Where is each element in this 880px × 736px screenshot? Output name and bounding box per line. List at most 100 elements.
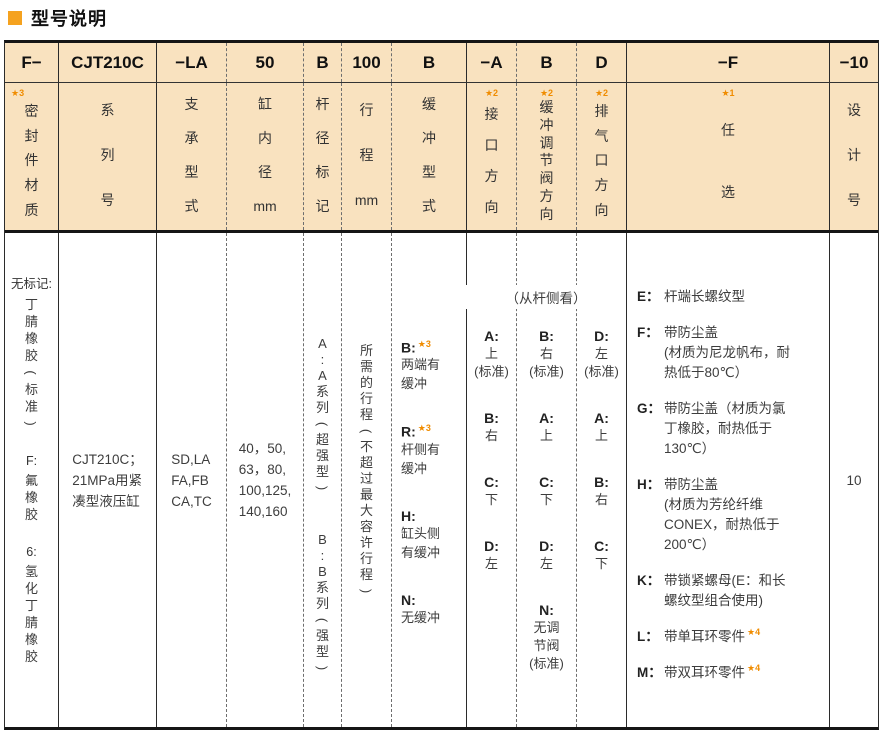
body-cushion-valve-direction: B: 右 (标准) A: 上 C: 下 D: 左 N: 无调 节阀 (标准) [516,233,576,727]
body-stroke: 所需的行程(不超过最大容许行程) [341,233,391,727]
body-seal-material: 无标记: 丁腈橡胶(标准) F: 氟橡胶 6: 氢化丁腈橡胶 [5,233,58,727]
dir-option: D: 左 [484,537,499,573]
option-key: 无标记: [11,277,52,291]
dir-option: A: 上 [594,409,609,445]
label-series-number: 系列号 [58,83,156,230]
code-seal-material: F− [21,52,42,72]
option-key: B: [539,328,554,344]
option-text: 氟橡胶 [24,473,38,522]
view-from-rod-side-note: （从杆侧看） [466,285,626,309]
label-option: ★1 任选 [626,83,829,230]
option-key: F： [637,325,659,340]
body-bore-sizes: 40，50, 63，80, 100,125, 140,160 [226,233,303,727]
series-description: CJT210C； 21MPa用紧 凑型液压缸 [72,451,143,509]
label-mounting-type: 支承型式 [156,83,226,230]
star3-mark: ★3 [417,339,431,349]
label-port-direction-text: 接口方向 [484,106,499,215]
option-text: 右 [594,492,608,507]
model-code-row: F− CJT210C −LA 50 B 100 B −A B D −F −10 [5,43,878,83]
stroke-note: 所需的行程(不超过最大容许行程) [359,343,375,594]
option-text: 左 (标准) [584,346,619,379]
dir-option: C: 下 [484,473,499,509]
dir-option: C: 下 [539,473,554,509]
option-text: 上 [539,428,553,443]
body-series-number: CJT210C； 21MPa用紧 凑型液压缸 [58,233,156,727]
code-option: −F [626,43,829,82]
option-key: E： [637,289,660,304]
label-stroke: 行程 mm [341,83,391,230]
option-key: D: [484,538,499,554]
code-exhaust-direction: D [576,43,626,82]
option-l: L： 带单耳环零件 ★4 [637,627,825,647]
star3-mark: ★3 [11,88,25,98]
label-cushion-type-text: 缓冲型式 [422,96,436,214]
code-bore: 50 [226,43,303,82]
option-key: H: [401,507,416,524]
rod-mark-b-series: B: B 系列(强型) [315,532,331,671]
option-key: C: [539,474,554,490]
section-title-text: 型号说明 [31,9,107,29]
star4-mark: ★4 [747,663,761,673]
body-cushion-type: B: ★3 两端有 缓冲 R: ★3 杆侧有 缓冲 H: 缸头侧 有缓冲 N: 无缓冲 [391,233,466,727]
field-label-row: ★3 密封件材质 系列号 支承型式 缸内径 mm 杆径标记 行程 mm 缓冲型式 [5,83,878,233]
label-bore-text: 缸内径 mm [253,96,277,214]
option-text: 氢化丁腈橡胶 [24,564,38,664]
code-series-number: CJT210C [58,43,156,82]
option-key: C: [484,474,499,490]
code-cushion-valve-dir: B [516,43,576,82]
dir-option: B: 右 [484,409,499,445]
body-port-direction: A: 上 (标准) B: 右 C: 下 D: 左 [466,233,516,727]
option-text: 两端有 缓冲 [401,357,441,392]
body-options: E： 杆端长螺纹型 F： 带防尘盖 (材质为尼龙帆布，耐 热低于80℃） G： 带防… [626,233,829,727]
option-f: F： 带防尘盖 (材质为尼龙帆布，耐 热低于80℃） [637,323,825,383]
star3-mark: ★3 [417,423,431,434]
option-g: G： 带防尘盖（材质为氯 丁橡胶，耐热低于 130℃） [637,399,825,459]
table-body: 无标记: 丁腈橡胶(标准) F: 氟橡胶 6: 氢化丁腈橡胶 CJT210C； 2… [5,233,878,727]
seal-option-standard: 无标记: 丁腈橡胶(标准) [11,273,52,432]
option-key: A: [539,410,554,426]
label-mounting-type-text: 支承型式 [184,96,199,214]
label-exhaust-direction-text: 排气口方向 [594,102,609,219]
option-key: A: [594,410,609,426]
option-text: 杆端长螺纹型 [664,289,745,304]
body-mounting-type: SD,LA FA,FB CA,TC [156,233,226,727]
option-text: 带单耳环零件 [664,629,745,644]
label-seal-material: ★3 密封件材质 [5,83,58,230]
option-key: D: [594,328,609,344]
option-k: K： 带锁紧螺母(E：和长 螺纹型组合使用) [637,571,825,611]
option-text: 下 [594,556,608,571]
label-rod-mark: 杆径标记 [303,83,341,230]
section-title: 型号说明 [8,5,107,31]
option-key: F: [25,454,38,468]
option-key: 6: [26,545,37,559]
option-text: 丁腈橡胶(标准) [23,297,39,426]
option-key: N: [539,602,554,618]
body-exhaust-direction: D: 左 (标准) A: 上 B: 右 C: 下 [576,233,626,727]
dir-option: A: 上 (标准) [474,327,509,381]
design-number-value: 10 [846,472,862,488]
code-design-number: −10 [829,43,878,82]
label-option-text: 任选 [721,121,735,200]
option-text: 杆侧有 缓冲 [401,441,441,476]
option-text: 上 (标准) [474,346,509,379]
option-text: 右 (标准) [529,346,564,379]
seal-option-f: F: 氟橡胶 [25,454,38,523]
option-text: 无调 节阀 (标准) [529,620,564,671]
code-stroke: 100 [341,43,391,82]
code-cushion-type: B [391,43,466,82]
bore-size-list: 40，50, 63，80, 100,125, 140,160 [238,441,292,519]
label-cushion-type: 缓冲型式 [391,83,466,230]
option-key: B: [594,474,609,490]
label-cushion-valve-dir-text: 缓冲调节阀方向 [539,99,554,222]
dir-option: B: 右 [594,473,609,509]
label-stroke-text: 行程 mm [354,102,379,208]
option-text: 带防尘盖（材质为氯 丁橡胶，耐热低于 130℃） [664,401,786,456]
option-text: 无缓冲 [401,609,441,625]
seal-option-6: 6: 氢化丁腈橡胶 [25,545,38,665]
cushion-option-n: N: 无缓冲 [401,592,440,627]
dir-option: D: 左 (标准) [584,327,619,381]
label-port-direction: ★2 接口方向 [466,83,516,230]
option-key: C: [594,538,609,554]
option-key: G： [637,401,662,416]
option-key: R: [401,423,416,440]
